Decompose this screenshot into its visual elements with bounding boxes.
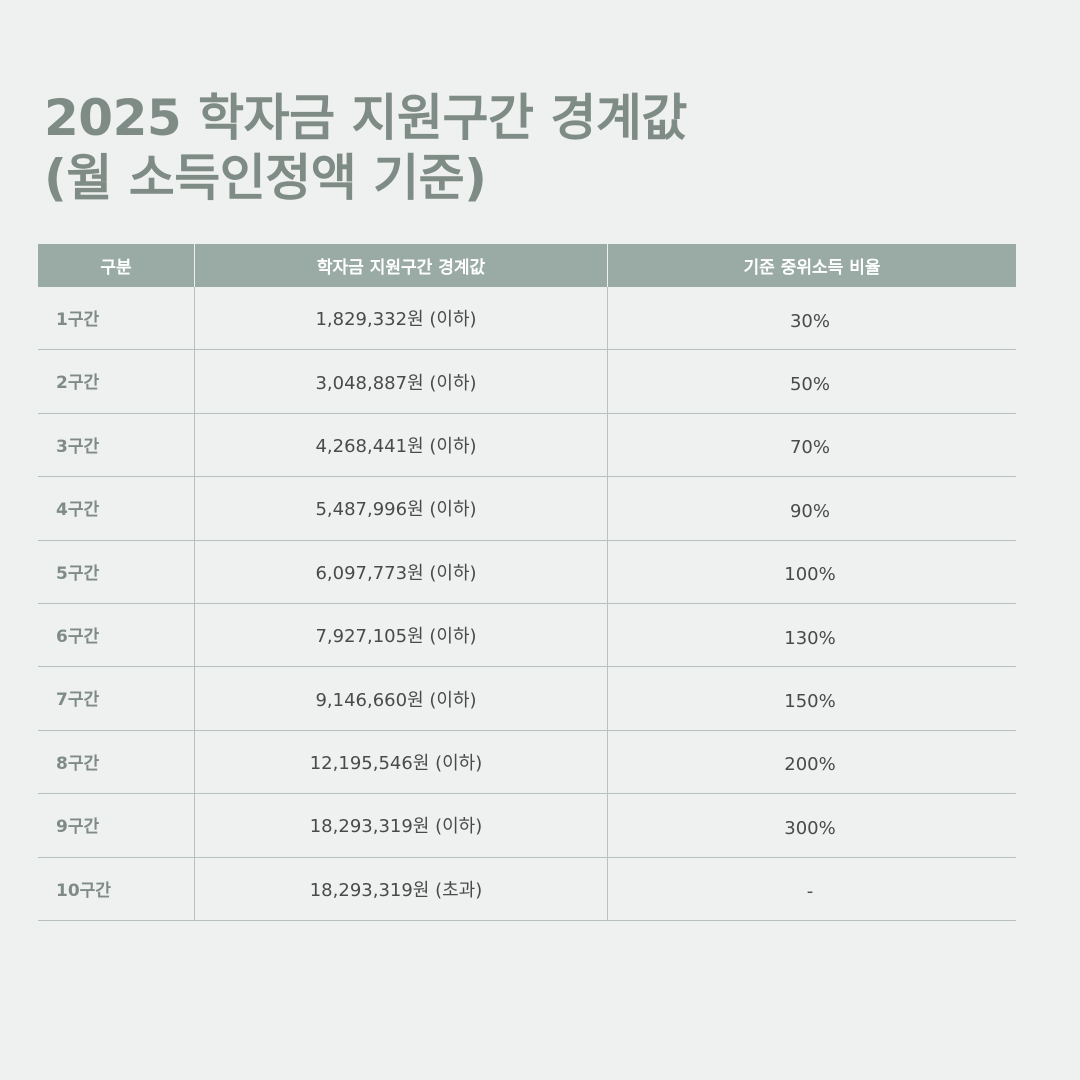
row-ratio-cell: - — [607, 857, 1016, 920]
column-header-boundary: 학자금 지원구간 경계값 — [194, 244, 607, 287]
row-boundary-cell: 9,146,660원 (이하) — [194, 667, 607, 730]
row-ratio-cell: 150% — [607, 667, 1016, 730]
row-boundary-cell: 5,487,996원 (이하) — [194, 477, 607, 540]
page-title-line-1: 2025 학자금 지원구간 경계값 — [44, 89, 687, 147]
column-header-section: 구분 — [100, 258, 132, 278]
row-ratio-cell: 90% — [607, 477, 1016, 540]
row-section-cell: 6구간 — [56, 626, 100, 647]
row-ratio-cell: 130% — [607, 603, 1016, 667]
column-header-ratio: 기준 중위소득 비율 — [607, 244, 1016, 287]
table-header-row: 구분 학자금 지원구간 경계값 기준 중위소득 비율 — [38, 244, 1016, 287]
row-boundary-cell: 18,293,319원 (이하) — [194, 794, 607, 857]
row-section-cell: 5구간 — [56, 563, 100, 584]
table-row: 6구간 7,927,105원 (이하) 130% — [38, 603, 1016, 668]
row-section-cell: 3구간 — [56, 436, 100, 457]
row-boundary-cell: 7,927,105원 (이하) — [194, 603, 607, 667]
row-boundary-cell: 3,048,887원 (이하) — [194, 350, 607, 413]
row-section-cell: 9구간 — [56, 817, 100, 838]
table-row: 3구간 4,268,441원 (이하) 70% — [38, 413, 1016, 478]
row-ratio-cell: 200% — [607, 730, 1016, 794]
row-boundary-cell: 4,268,441원 (이하) — [194, 413, 607, 477]
table-row: 8구간 12,195,546원 (이하) 200% — [38, 730, 1016, 795]
table-row: 1구간 1,829,332원 (이하) 30% — [38, 287, 1016, 351]
table-row: 7구간 9,146,660원 (이하) 150% — [38, 667, 1016, 731]
row-section-cell: 1구간 — [56, 310, 100, 330]
row-section-cell: 2구간 — [56, 373, 100, 394]
row-ratio-cell: 100% — [607, 540, 1016, 603]
page-title: 2025 학자금 지원구간 경계값 (월 소득인정액 기준) — [44, 88, 687, 208]
page-title-line-2: (월 소득인정액 기준) — [44, 149, 487, 207]
table-row: 2구간 3,048,887원 (이하) 50% — [38, 350, 1016, 414]
support-bracket-table: 구분 학자금 지원구간 경계값 기준 중위소득 비율 1구간 1,829,332원… — [38, 244, 1016, 921]
row-boundary-cell: 1,829,332원 (이하) — [194, 287, 607, 350]
row-ratio-cell: 30% — [607, 287, 1016, 350]
table-body: 1구간 1,829,332원 (이하) 30% 2구간 3,048,887원 (이하) 5… — [38, 287, 1016, 921]
table-row: 4구간 5,487,996원 (이하) 90% — [38, 477, 1016, 541]
row-boundary-cell: 12,195,546원 (이하) — [194, 730, 607, 794]
row-boundary-cell: 6,097,773원 (이하) — [194, 540, 607, 603]
table-row: 5구간 6,097,773원 (이하) 100% — [38, 540, 1016, 604]
row-section-cell: 10구간 — [56, 880, 111, 901]
table-row: 10구간 18,293,319원 (초과) - — [38, 857, 1016, 921]
row-section-cell: 7구간 — [56, 690, 100, 711]
row-boundary-cell: 18,293,319원 (초과) — [194, 857, 607, 920]
row-ratio-cell: 300% — [607, 794, 1016, 857]
row-section-cell: 4구간 — [56, 500, 100, 521]
row-ratio-cell: 70% — [607, 413, 1016, 477]
row-section-cell: 8구간 — [56, 753, 100, 774]
row-ratio-cell: 50% — [607, 350, 1016, 413]
table-row: 9구간 18,293,319원 (이하) 300% — [38, 794, 1016, 858]
